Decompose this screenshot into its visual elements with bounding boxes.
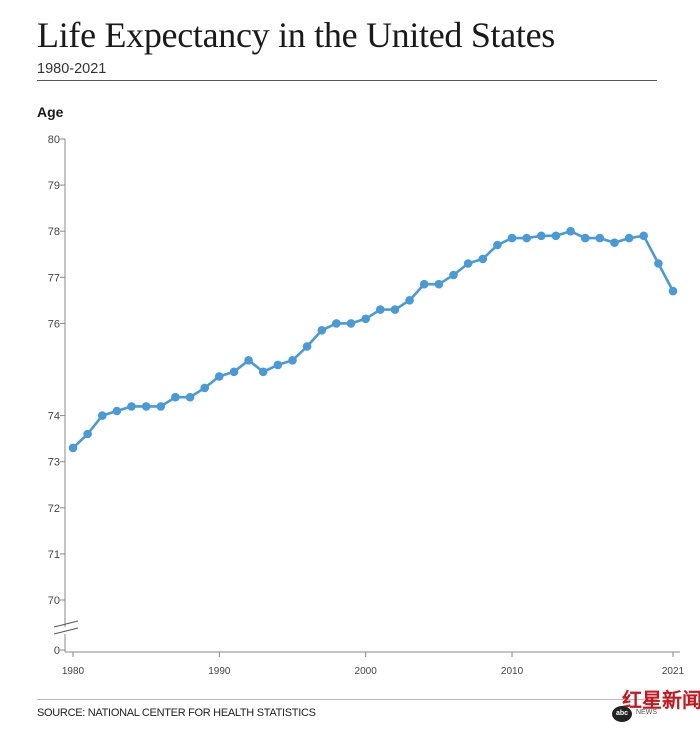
data-point <box>668 286 678 296</box>
data-point <box>654 259 663 268</box>
y-tick-label: 79 <box>48 180 60 192</box>
data-point <box>83 429 92 439</box>
data-point <box>171 392 180 402</box>
x-tick-label: 2010 <box>501 666 524 677</box>
data-point <box>405 296 414 305</box>
data-point <box>302 342 312 351</box>
data-point <box>288 356 297 365</box>
data-point <box>610 238 619 247</box>
data-point <box>390 305 400 314</box>
footer-divider <box>37 699 657 700</box>
data-point <box>522 233 531 243</box>
data-point <box>463 259 473 268</box>
data-point <box>346 319 356 328</box>
series-line <box>71 229 675 450</box>
data-point <box>156 402 166 411</box>
data-point <box>185 392 195 402</box>
data-point <box>317 326 327 335</box>
source-note: SOURCE: NATIONAL CENTER FOR HEALTH STATI… <box>37 707 316 719</box>
data-point <box>244 356 253 365</box>
y-tick-label: 72 <box>48 503 60 515</box>
data-point <box>580 233 590 243</box>
y-tick-label: 80 <box>48 134 60 146</box>
data-point <box>639 231 648 241</box>
x-tick-label: 1990 <box>208 666 231 677</box>
data-point <box>200 383 209 393</box>
data-point <box>595 233 605 243</box>
data-point <box>332 319 341 328</box>
watermark-subtext: NEWS <box>636 709 657 716</box>
watermark-logo: 红星新闻 abc NEWS <box>612 684 700 724</box>
data-point <box>478 254 488 264</box>
data-point <box>361 314 371 324</box>
data-point <box>551 231 561 241</box>
watermark-badge: abc <box>612 706 632 722</box>
y-tick-label: 70 <box>48 595 60 607</box>
data-point <box>98 411 107 420</box>
y-tick-label: 71 <box>48 549 60 561</box>
x-tick-label: 2000 <box>355 666 378 677</box>
data-point <box>141 402 151 411</box>
y-tick-label: 78 <box>48 226 60 238</box>
data-point <box>493 240 502 250</box>
data-point <box>507 233 517 243</box>
data-point <box>434 279 444 289</box>
x-tick-label: 2021 <box>662 666 685 677</box>
x-tick-label: 1980 <box>62 666 85 677</box>
y-tick-label: 76 <box>48 318 60 330</box>
data-point <box>112 406 122 416</box>
title-divider <box>37 80 657 81</box>
data-point <box>566 226 575 236</box>
y-tick-label: 77 <box>48 272 60 284</box>
data-point <box>273 360 283 370</box>
chart-subtitle: 1980-2021 <box>37 61 107 77</box>
data-point <box>229 367 239 377</box>
y-axis-label: Age <box>37 104 64 120</box>
watermark-text: 红星新闻 <box>622 688 700 712</box>
data-point <box>258 367 268 377</box>
data-point <box>127 402 136 411</box>
data-point <box>419 279 429 289</box>
y-tick-label: 74 <box>48 411 60 423</box>
data-point <box>449 270 458 280</box>
chart-title: Life Expectancy in the United States <box>37 15 556 55</box>
axis-break-mark <box>53 627 79 635</box>
data-point <box>215 372 224 381</box>
data-point <box>68 443 78 453</box>
data-point <box>537 231 546 241</box>
y-tick-label: 73 <box>48 457 60 469</box>
data-point <box>624 233 634 243</box>
axis-break-mark <box>53 620 79 628</box>
y-tick-label-zero: 0 <box>54 645 60 657</box>
data-point <box>376 305 385 314</box>
